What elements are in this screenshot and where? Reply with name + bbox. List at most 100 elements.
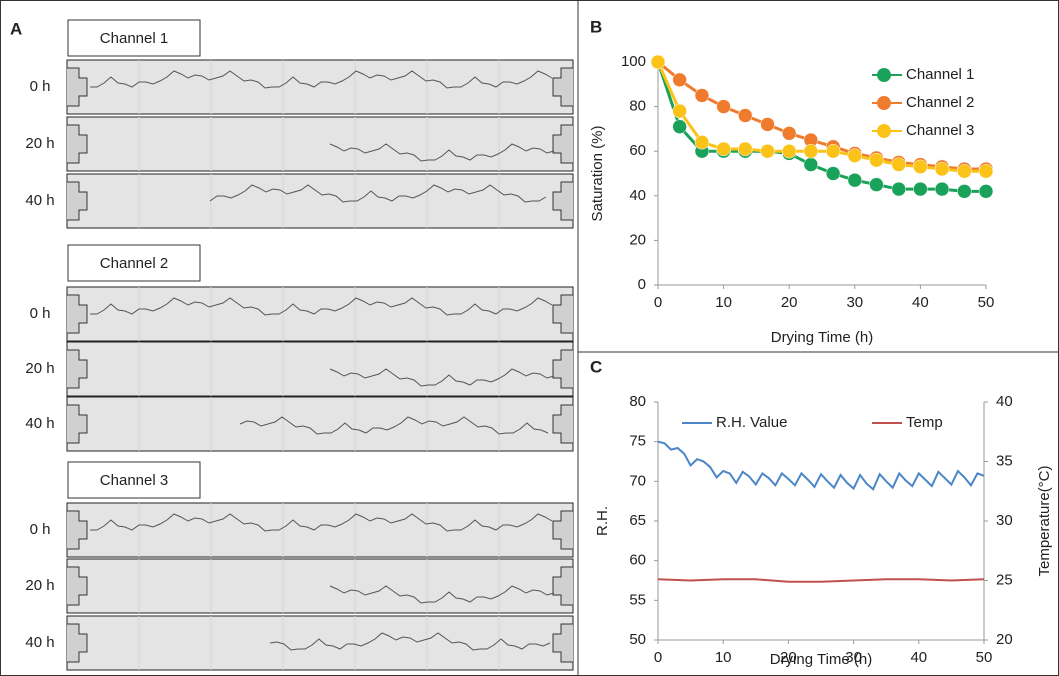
marker	[737, 141, 753, 157]
marker	[803, 157, 819, 172]
marker	[737, 108, 753, 123]
row-label: 20 h	[25, 135, 54, 152]
x-tick-label: 50	[978, 294, 995, 311]
panel-label: C	[590, 357, 602, 376]
fluid-boundary	[329, 368, 555, 387]
marker	[672, 103, 687, 119]
image-strip	[66, 502, 574, 558]
row-label: 20 h	[25, 360, 54, 377]
marker	[978, 164, 994, 179]
marker	[978, 184, 994, 199]
marker	[672, 119, 687, 134]
channel-title: Channel 1	[100, 30, 168, 47]
legend-label: R.H. Value	[716, 414, 787, 431]
inlet	[67, 404, 88, 444]
marker	[760, 143, 775, 159]
row-label: 0 h	[30, 521, 51, 538]
image-strip	[66, 615, 574, 671]
series-line	[657, 440, 985, 491]
image-strip	[66, 286, 574, 342]
image-strip	[66, 116, 574, 172]
y-tick-label: 80	[629, 98, 646, 115]
x-tick-label: 10	[715, 649, 732, 666]
fluid-boundary	[329, 585, 555, 604]
marker	[891, 157, 907, 172]
image-strip	[66, 396, 574, 452]
x-tick-label: 10	[715, 294, 732, 311]
row-label: 40 h	[25, 415, 54, 432]
y2-axis-label: Temperature(°C)	[1036, 465, 1053, 576]
inlet	[67, 294, 88, 334]
panel-label: A	[10, 19, 22, 38]
channel-title: Channel 2	[100, 255, 168, 272]
x-tick-label: 50	[976, 649, 993, 666]
legend-marker	[877, 68, 891, 82]
y-tick-label: 60	[629, 552, 646, 569]
fluid-boundary	[90, 70, 553, 89]
x-tick-label: 20	[780, 649, 797, 666]
marker	[672, 72, 687, 88]
marker	[825, 143, 841, 159]
series-line	[657, 60, 986, 171]
y2-tick-label: 40	[996, 393, 1013, 410]
y-axis-label: R.H.	[594, 506, 611, 536]
panel-a: Channel 1 0 h 20 h 40 h Channel 2 0 h 20 h 40 h…	[25, 19, 574, 671]
image-strip	[66, 173, 574, 229]
outlet	[552, 67, 573, 107]
inlet	[67, 181, 88, 221]
legend-label: Temp	[906, 414, 943, 431]
fluid-boundary	[329, 143, 555, 162]
outlet	[552, 181, 573, 221]
row-label: 20 h	[25, 577, 54, 594]
y-tick-label: 40	[629, 187, 646, 204]
series-line	[656, 61, 986, 193]
y-tick-label: 55	[629, 591, 646, 608]
x-tick-label: 0	[654, 294, 662, 311]
x-tick-label: 40	[912, 294, 929, 311]
marker	[694, 135, 710, 150]
image-strip	[66, 59, 574, 115]
outlet	[552, 510, 573, 550]
y-tick-label: 60	[629, 142, 646, 159]
marker	[694, 88, 710, 103]
panel-label: B	[590, 17, 602, 36]
y-tick-label: 0	[638, 276, 646, 293]
x-tick-label: 0	[654, 649, 662, 666]
marker	[650, 54, 666, 70]
marker	[869, 177, 884, 192]
legend-marker	[877, 124, 891, 138]
channel-title: Channel 3	[100, 472, 168, 489]
title-box	[67, 244, 201, 282]
marker	[716, 141, 731, 157]
y-tick-label: 100	[621, 53, 646, 70]
marker	[847, 148, 863, 163]
outlet	[552, 124, 573, 164]
image-strip	[66, 341, 574, 397]
fluid-boundary	[90, 297, 553, 316]
y-axis-label: Saturation (%)	[589, 126, 606, 222]
y-tick-label: 70	[629, 472, 646, 489]
outlet	[552, 404, 573, 444]
marker	[934, 181, 950, 197]
x-tick-label: 30	[846, 294, 863, 311]
image-strip	[66, 558, 574, 614]
title-box	[67, 461, 201, 499]
x-tick-label: 40	[910, 649, 927, 666]
inlet	[67, 510, 88, 550]
marker	[891, 181, 907, 197]
series-line	[657, 578, 985, 583]
inlet	[67, 623, 88, 663]
marker	[934, 161, 950, 177]
y-tick-label: 75	[629, 433, 646, 450]
y-tick-label: 50	[629, 631, 646, 648]
series-line	[656, 61, 986, 173]
outlet	[552, 349, 573, 389]
row-label: 40 h	[25, 634, 54, 651]
y2-tick-label: 30	[996, 512, 1013, 529]
fluid-boundary	[269, 632, 551, 651]
fluid-boundary	[239, 416, 549, 435]
y2-tick-label: 35	[996, 452, 1013, 469]
x-tick-label: 30	[845, 649, 862, 666]
